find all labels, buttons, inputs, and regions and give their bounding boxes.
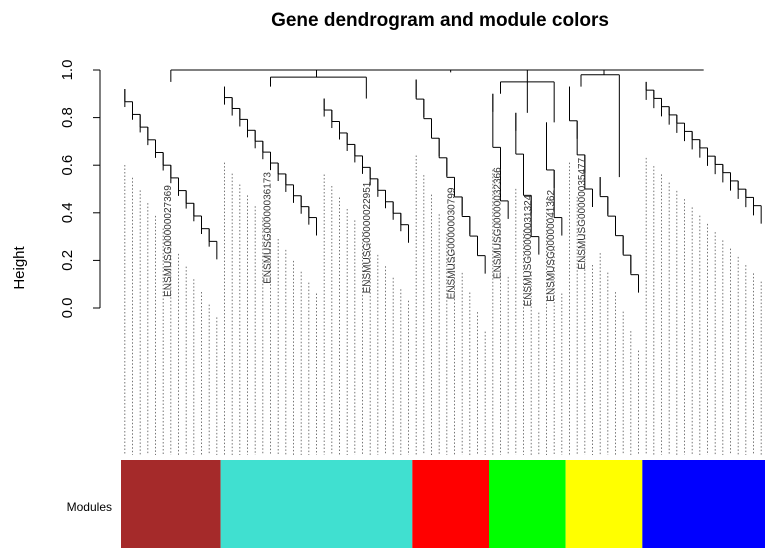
module-color-bar bbox=[121, 460, 765, 548]
chart-title: Gene dendrogram and module colors bbox=[271, 10, 609, 31]
leaf-label: ENSMUSG00000036173 bbox=[263, 172, 274, 284]
leaf-label: ENSMUSG00000035477 bbox=[577, 157, 588, 269]
module-color-block bbox=[642, 460, 765, 548]
leaf-label: ENSMUSG00000027369 bbox=[163, 185, 174, 297]
leaf-label: ENSMUSG00000041362 bbox=[546, 190, 557, 302]
y-tick-label: 1.0 bbox=[59, 60, 76, 81]
module-color-block bbox=[489, 460, 566, 548]
y-axis-label: Height bbox=[11, 245, 28, 289]
leaf-stems bbox=[124, 155, 762, 455]
y-tick-label: 0.0 bbox=[59, 298, 76, 319]
module-color-block bbox=[121, 460, 221, 548]
leaf-label: ENSMUSG00000030799 bbox=[447, 187, 458, 299]
dendrogram-tree bbox=[124, 69, 762, 293]
leaf-labels: ENSMUSG00000027369 ENSMUSG00000036173 ENSM… bbox=[163, 157, 588, 306]
leaf-label: ENSMUSG00000032366 bbox=[493, 167, 504, 279]
y-axis: 0.0 0.2 0.4 0.6 0.8 1.0 bbox=[59, 60, 101, 319]
y-tick-label: 0.8 bbox=[59, 107, 76, 128]
y-tick-label: 0.6 bbox=[59, 155, 76, 176]
leaf-label: ENSMUSG00000031324 bbox=[523, 194, 534, 306]
module-color-block bbox=[220, 460, 413, 548]
module-color-block bbox=[412, 460, 489, 548]
y-tick-label: 0.4 bbox=[59, 202, 76, 223]
y-tick-label: 0.2 bbox=[59, 250, 76, 271]
leaf-label: ENSMUSG00000022951 bbox=[362, 181, 373, 293]
module-color-block bbox=[565, 460, 643, 548]
modules-label: Modules bbox=[67, 500, 112, 514]
